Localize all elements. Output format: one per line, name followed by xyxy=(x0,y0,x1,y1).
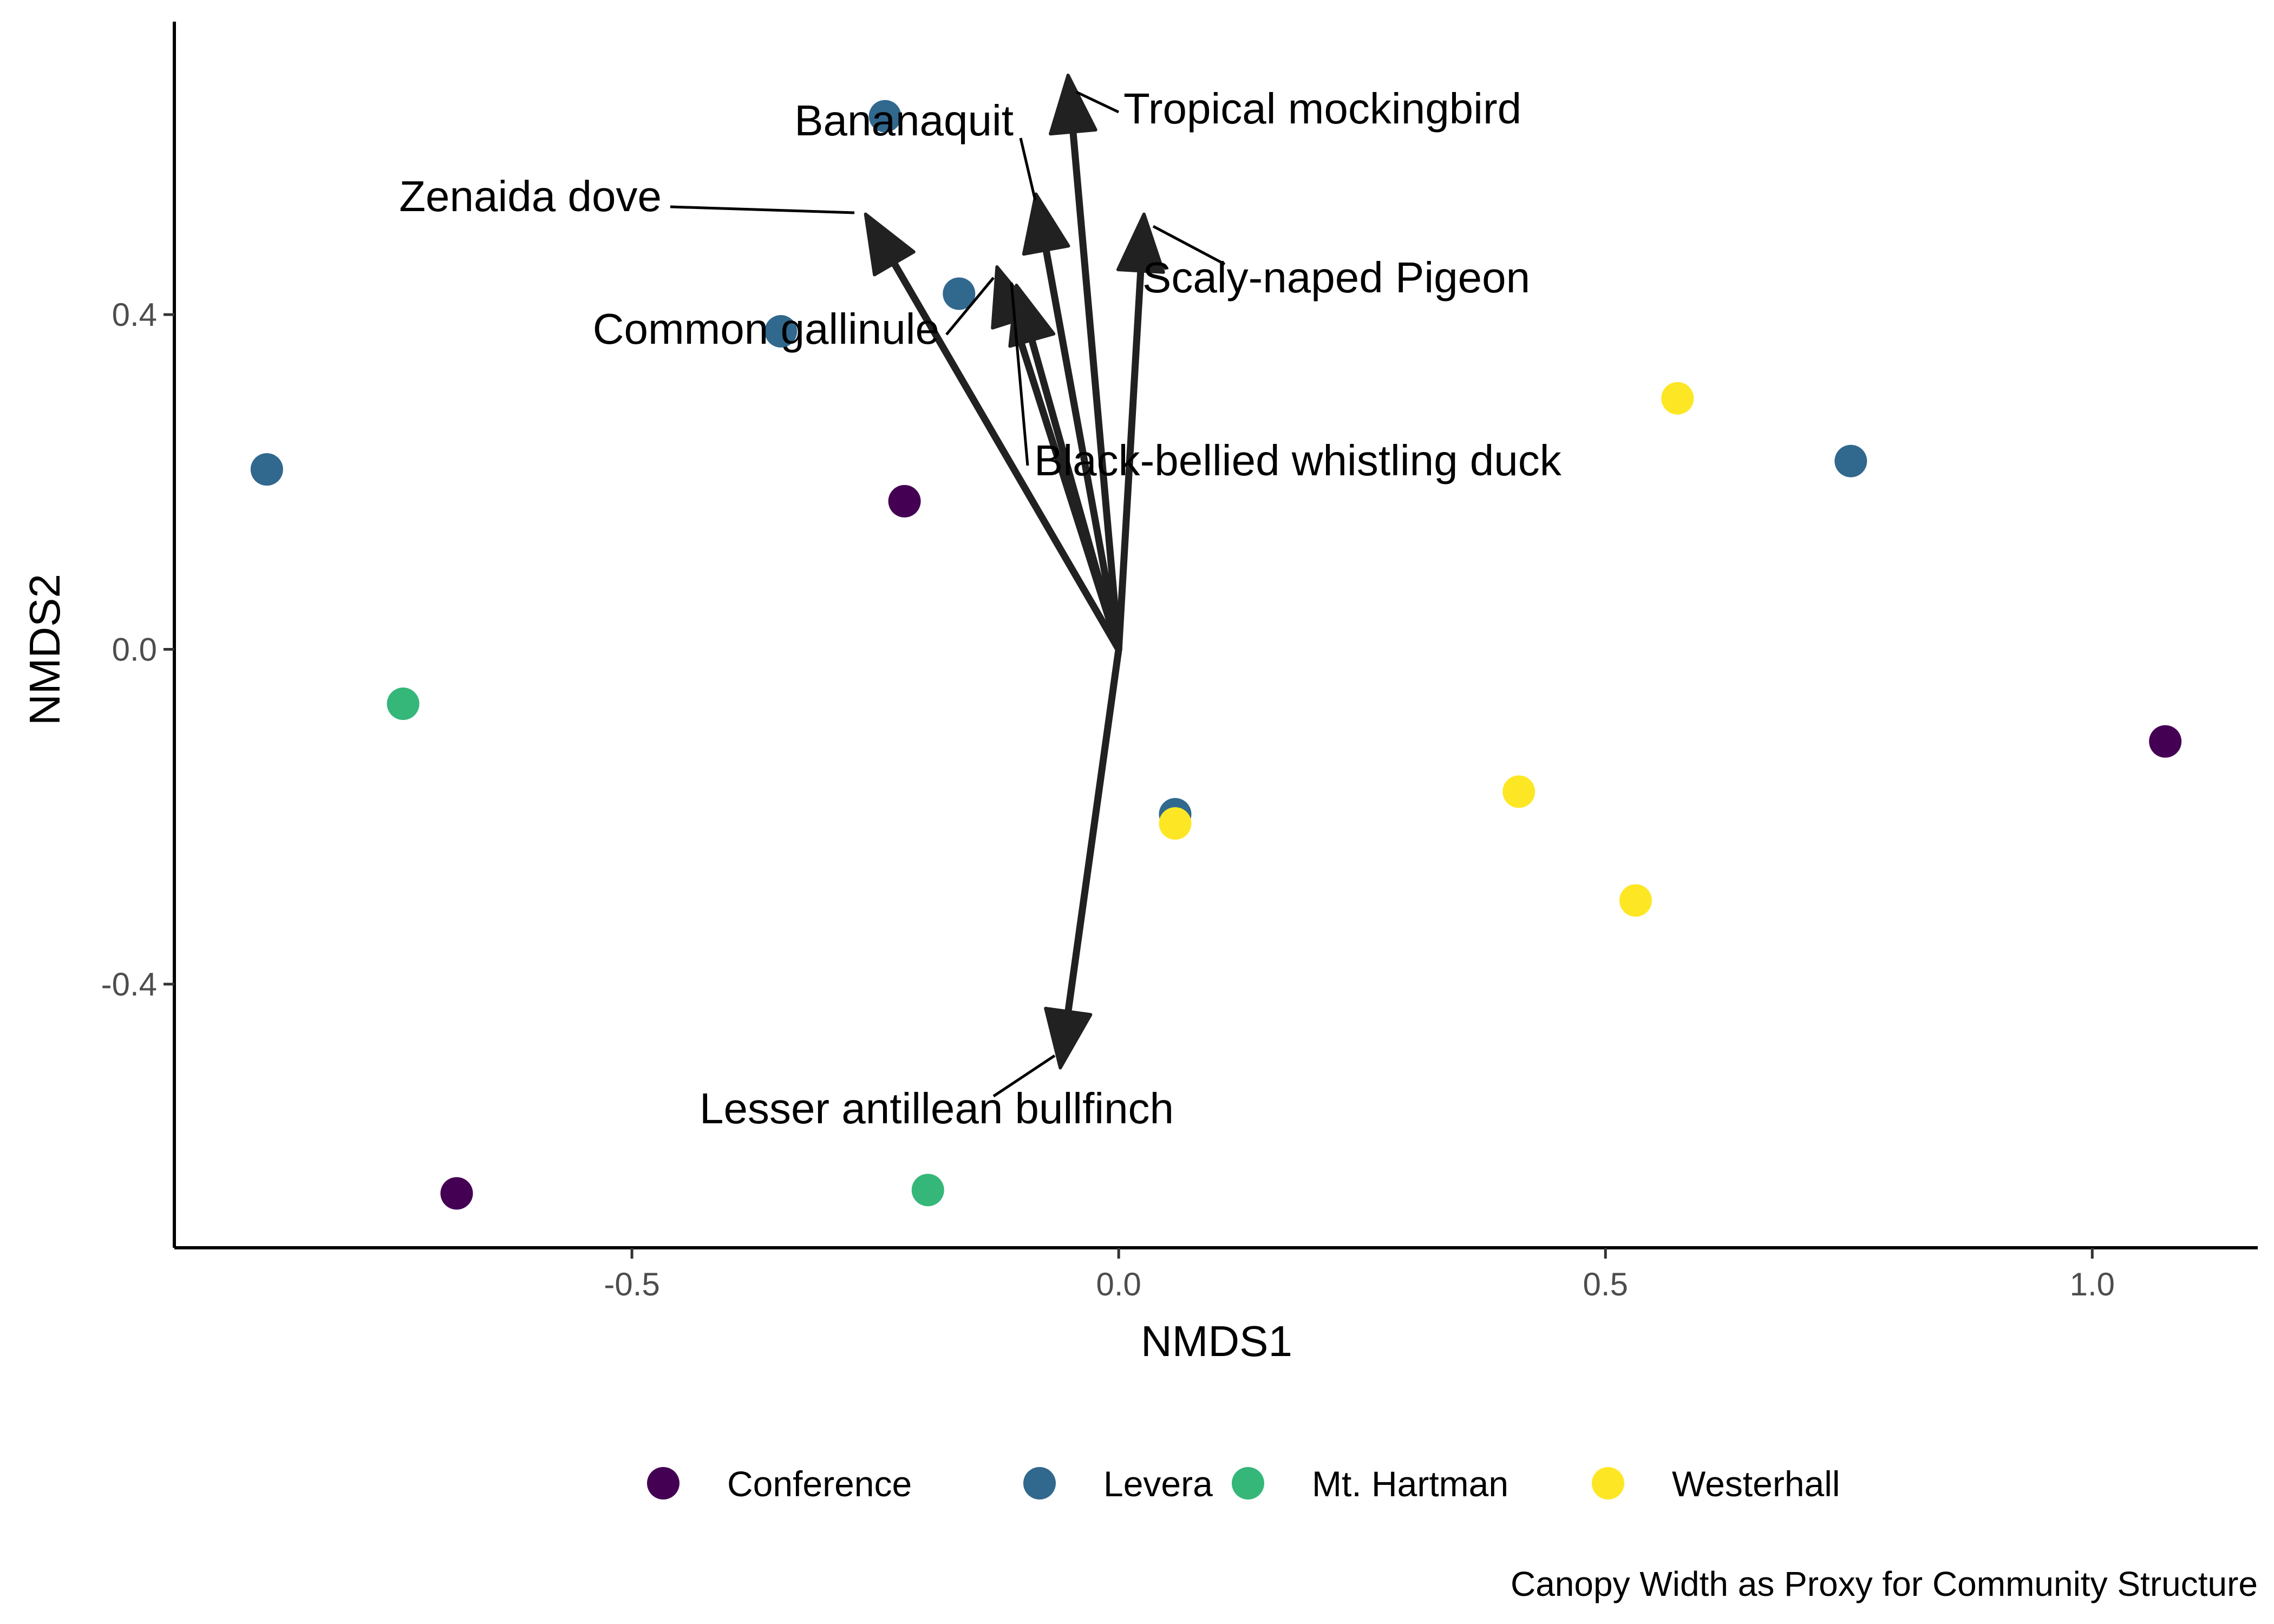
species-label: Bananaquit xyxy=(794,96,1014,145)
site-point xyxy=(868,100,901,133)
site-point xyxy=(387,687,420,721)
label-leader-line xyxy=(992,1054,1056,1098)
site-point xyxy=(250,453,283,486)
legend-label: Mt. Hartman xyxy=(1312,1464,1508,1504)
y-axis-title: NMDS2 xyxy=(21,574,69,725)
label-leader-line xyxy=(1019,137,1037,201)
legend-key xyxy=(647,1467,679,1499)
species-label: Tropical mockingbird xyxy=(1123,84,1521,133)
vector-line xyxy=(1115,261,1145,653)
species-label: Common gallinule xyxy=(593,305,939,353)
label-leader-line xyxy=(945,277,995,336)
vector-arrowhead xyxy=(1049,73,1097,136)
legend: Conference Levera Mt. Hartman Westerhall xyxy=(647,1464,1840,1504)
site-point xyxy=(764,315,798,348)
site-point xyxy=(440,1177,473,1210)
species-label: Scaly-naped Pigeon xyxy=(1142,253,1530,302)
x-axis-title: NMDS1 xyxy=(1141,1317,1292,1365)
label-leader-line xyxy=(1152,225,1226,266)
y-tick-label: -0.4 xyxy=(101,966,157,1003)
species-labels: Tropical mockingbird Bananaquit Zenaida do… xyxy=(399,84,1562,1132)
legend-label: Conference xyxy=(727,1464,912,1504)
axes: -0.5 0.0 0.5 1.0 -0.4 0.0 0.4 xyxy=(101,22,2258,1302)
label-leader-line xyxy=(1010,282,1029,466)
legend-key xyxy=(1023,1467,1056,1499)
site-point xyxy=(943,277,976,310)
vector-arrowhead xyxy=(1022,192,1070,256)
x-tick-label: 0.0 xyxy=(1096,1266,1141,1302)
species-vectors xyxy=(864,73,1165,1070)
label-leader-line xyxy=(1075,90,1120,114)
site-points xyxy=(250,100,2182,1210)
vector-line xyxy=(1063,646,1122,1021)
species-label: Lesser antillean bullfinch xyxy=(700,1084,1174,1132)
site-point xyxy=(1661,382,1694,415)
label-leader-line xyxy=(670,205,855,214)
vector-line xyxy=(1027,331,1122,653)
vector-line xyxy=(887,255,1122,653)
x-tick-label: -0.5 xyxy=(604,1266,659,1302)
site-point xyxy=(888,484,921,518)
x-tick-label: 0.5 xyxy=(1583,1266,1628,1302)
vector-line xyxy=(1069,123,1122,653)
vector-line xyxy=(1041,241,1122,653)
vector-arrowhead xyxy=(1116,212,1165,274)
site-point xyxy=(1834,444,1867,477)
legend-key xyxy=(1232,1467,1264,1499)
site-point xyxy=(1159,807,1192,840)
y-tick-label: 0.4 xyxy=(112,297,157,333)
x-tick-label: 1.0 xyxy=(2070,1266,2115,1302)
site-point xyxy=(2149,725,2182,758)
y-tick-label: 0.0 xyxy=(112,632,157,668)
chart-caption: Canopy Width as Proxy for Community Stru… xyxy=(1511,1564,2258,1603)
site-point xyxy=(1502,775,1535,808)
legend-label: Westerhall xyxy=(1672,1464,1840,1504)
site-point xyxy=(911,1174,944,1207)
vector-arrowhead xyxy=(1044,1006,1093,1070)
legend-label: Levera xyxy=(1103,1464,1213,1504)
site-point xyxy=(1619,884,1652,917)
vector-arrowhead xyxy=(864,212,916,277)
species-label: Black-bellied whistling duck xyxy=(1034,436,1562,484)
legend-key xyxy=(1592,1467,1624,1499)
species-label: Zenaida dove xyxy=(399,172,662,220)
